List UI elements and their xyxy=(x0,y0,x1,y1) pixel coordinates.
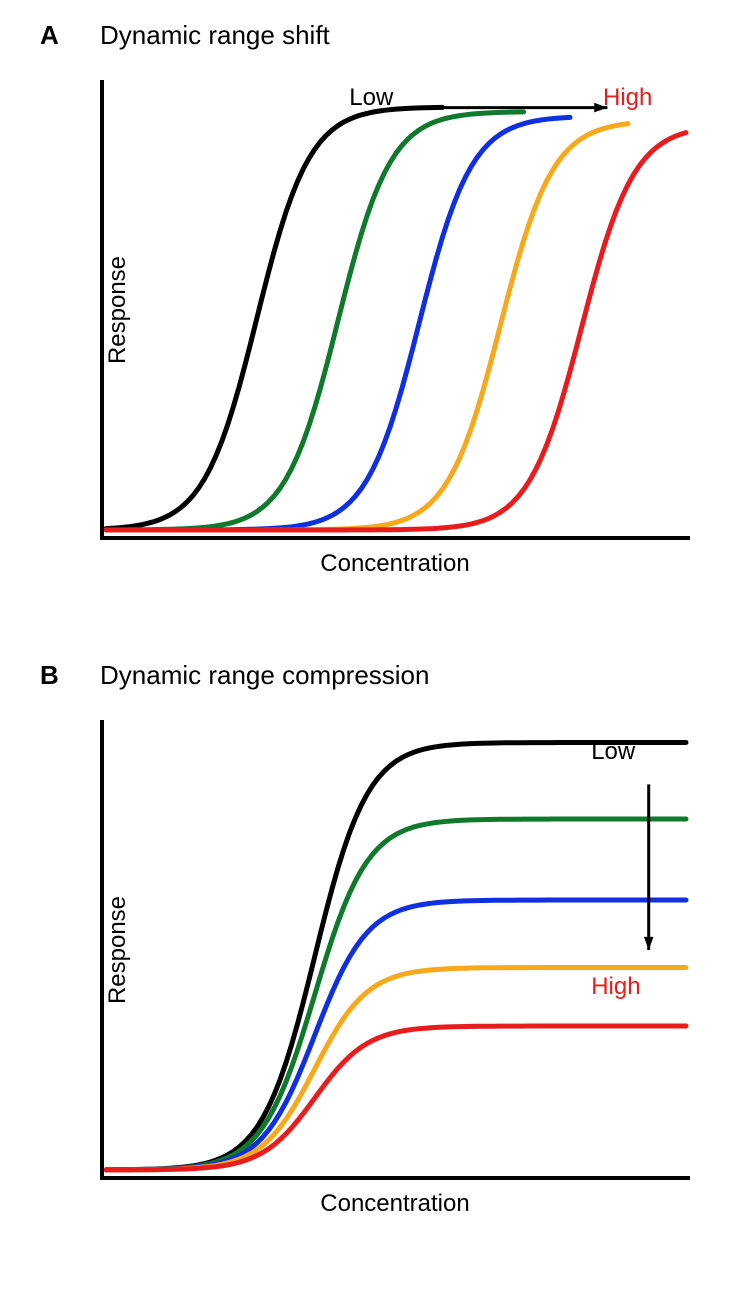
panel-a: A Dynamic range shift Response Concentra… xyxy=(40,20,714,620)
panel-b-xlabel: Concentration xyxy=(100,1190,690,1218)
chart-a-svg xyxy=(100,80,690,540)
chart-a xyxy=(100,80,690,540)
panel-b-label: B xyxy=(40,660,59,691)
panel-b-title: Dynamic range compression xyxy=(100,660,429,691)
panel-a-high-label: High xyxy=(603,84,652,112)
panel-b: B Dynamic range compression Response Con… xyxy=(40,660,714,1260)
panel-b-high-label: High xyxy=(591,973,640,1001)
chart-b xyxy=(100,720,690,1180)
panel-b-low-label: Low xyxy=(591,738,635,766)
panel-a-label: A xyxy=(40,20,59,51)
chart-b-svg xyxy=(100,720,690,1180)
panel-a-low-label: Low xyxy=(349,84,393,112)
panel-a-title: Dynamic range shift xyxy=(100,20,330,51)
panel-a-xlabel: Concentration xyxy=(100,550,690,578)
